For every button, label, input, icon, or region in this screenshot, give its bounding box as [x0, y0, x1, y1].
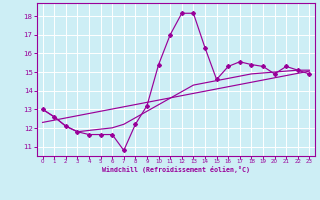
X-axis label: Windchill (Refroidissement éolien,°C): Windchill (Refroidissement éolien,°C)	[102, 166, 250, 173]
